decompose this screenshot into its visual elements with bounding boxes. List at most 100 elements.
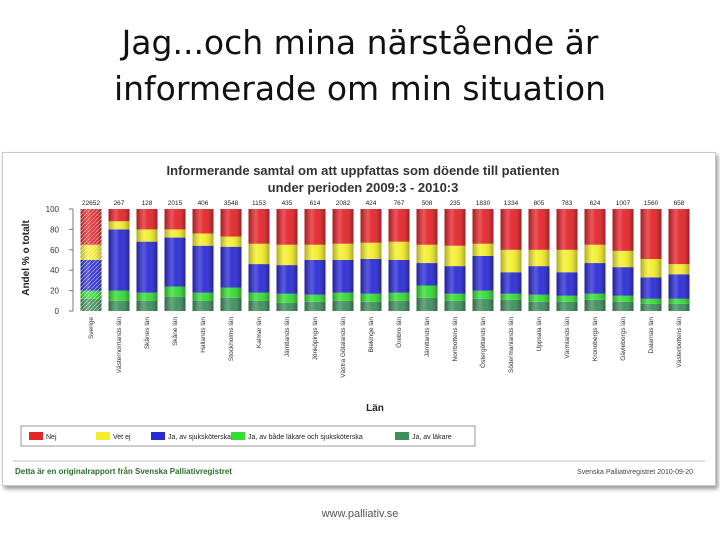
bar-segment-shading <box>360 242 382 259</box>
bar-segment-shading <box>640 303 662 311</box>
legend-swatch <box>231 432 245 440</box>
bar-segment-shading <box>612 267 634 296</box>
bar-segment-shading <box>220 209 242 237</box>
x-tick-label: Stockholms län <box>228 317 235 361</box>
bar-segment-shading <box>332 209 354 244</box>
bar-segment-hatch <box>80 298 102 311</box>
bar-segment-shading <box>584 244 606 264</box>
bar-segment-shading <box>472 298 494 311</box>
bar-segment-shading <box>416 297 438 311</box>
slide-title-line2: informerade om min situation <box>113 69 607 108</box>
bar-segment-shading <box>472 243 494 256</box>
x-tick-label: Uppsala län <box>536 317 543 352</box>
bar-segment-shading <box>164 296 186 311</box>
bar-segment-shading <box>108 290 130 301</box>
bar-segment-shading <box>584 263 606 294</box>
bar-segment-shading <box>640 209 662 259</box>
bar-segment-shading <box>612 209 634 251</box>
x-tick-label: Kronobergs län <box>592 317 599 361</box>
x-tick-label: Norrbottens län <box>452 317 459 362</box>
bar-segment-shading <box>444 293 466 301</box>
bar-segment-shading <box>192 300 214 311</box>
bar-segment-shading <box>500 272 522 294</box>
bar-segment-shading <box>584 293 606 300</box>
bar-segment-shading <box>528 266 550 295</box>
bar-segment-shading <box>192 292 214 301</box>
bar-segment-shading <box>500 209 522 250</box>
bar-segment-shading <box>528 294 550 302</box>
count-label: 1153 <box>252 200 266 207</box>
legend-label: Vet ej <box>113 434 131 441</box>
x-tick-label: Västra Götalands län <box>340 317 347 378</box>
y-axis-label: Andel % o totalt <box>21 220 32 296</box>
bar-segment-shading <box>108 209 130 222</box>
bar-segment-shading <box>388 241 410 260</box>
bar-segment-shading <box>304 260 326 295</box>
bar-segment-shading <box>528 301 550 311</box>
x-tick-label: Skånes län <box>143 317 151 350</box>
bar-segment-shading <box>220 287 242 298</box>
count-label: 128 <box>142 200 153 207</box>
chart-title: Informerande samtal om att uppfattas som… <box>167 163 560 178</box>
bar-segment-shading <box>500 249 522 273</box>
bar-segment-shading <box>668 209 690 265</box>
count-label: 435 <box>282 200 293 207</box>
count-label: 2015 <box>168 200 183 207</box>
count-label: 1007 <box>616 200 631 207</box>
bar-segment-shading <box>444 300 466 311</box>
legend-label: Ja, av sjuksköterska <box>168 434 231 441</box>
bar-segment-shading <box>164 237 186 287</box>
bar-segment-hatch <box>80 209 102 245</box>
x-tick-label: Skåne län <box>171 317 179 346</box>
bar-segment-shading <box>388 260 410 293</box>
bar-segment-shading <box>668 264 690 275</box>
count-label: 1830 <box>476 200 491 207</box>
bar-segment-shading <box>444 209 466 246</box>
count-label: 614 <box>310 200 321 207</box>
bar-segment-shading <box>360 293 382 302</box>
chart-subtitle: under perioden 2009:3 - 2010:3 <box>268 180 459 195</box>
bar-segment-shading <box>136 229 158 242</box>
bar-segment-shading <box>388 292 410 301</box>
report-panel: Informerande samtal om att uppfattas som… <box>2 152 716 486</box>
bar-segment-shading <box>136 209 158 230</box>
legend-label: Ja, av både läkare och sjuksköterska <box>248 433 363 441</box>
bar-segment-shading <box>248 264 270 293</box>
bar-segment-shading <box>220 236 242 247</box>
x-axis-label: Län <box>366 403 384 414</box>
bar-segment-shading <box>612 295 634 302</box>
bar-segment-shading <box>220 297 242 311</box>
bar-segment-shading <box>668 298 690 304</box>
legend-label: Nej <box>46 434 57 441</box>
bar-segment-shading <box>416 244 438 264</box>
bar-segment-shading <box>136 292 158 301</box>
bar-segment-shading <box>640 298 662 304</box>
bar-segment-shading <box>108 221 130 230</box>
legend-swatch <box>96 432 110 440</box>
bar-segment-shading <box>528 209 550 250</box>
bar-segment-shading <box>472 255 494 291</box>
count-label: 767 <box>394 200 405 207</box>
bar-segment-shading <box>556 272 578 296</box>
bar-segment-shading <box>416 209 438 245</box>
footer-url: www.palliativ.se <box>321 508 399 520</box>
bar-segment-shading <box>136 300 158 311</box>
bar-segment-shading <box>360 301 382 311</box>
bar-segment-shading <box>108 229 130 291</box>
y-tick-label: 20 <box>50 287 59 296</box>
bar-segment-shading <box>640 258 662 278</box>
x-tick-label: Södermanlands län <box>508 317 515 373</box>
bar-segment-shading <box>276 265 298 294</box>
bar-segment-shading <box>164 209 186 230</box>
bar-segment-hatch <box>80 290 102 299</box>
x-tick-label: Jämtlands län <box>284 317 291 357</box>
bar-segment-shading <box>556 209 578 250</box>
bar-segment-shading <box>164 229 186 238</box>
y-tick-label: 60 <box>50 246 59 255</box>
count-label: 805 <box>534 200 545 207</box>
bar-segment-hatch <box>80 260 102 291</box>
x-tick-label: Gävleborgs län <box>620 317 627 361</box>
bar-segment-shading <box>444 245 466 267</box>
y-tick-label: 0 <box>55 307 60 316</box>
x-tick-label: Östergötlands län <box>479 317 487 368</box>
